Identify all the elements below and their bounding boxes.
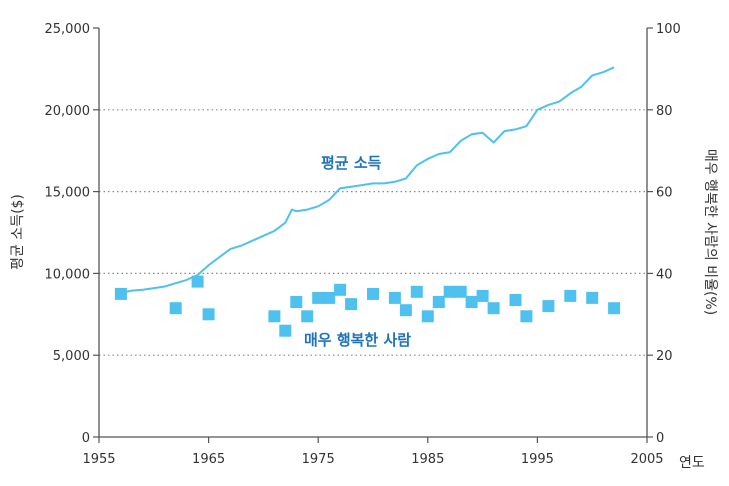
happy-point	[487, 302, 500, 315]
y-tick-label: 5,000	[53, 349, 90, 364]
happy-point	[542, 300, 555, 313]
income-line	[120, 66, 615, 294]
x-tick-label: 1955	[82, 452, 115, 467]
happy-point	[169, 302, 182, 315]
happy-point	[399, 304, 412, 317]
happy-series-label: 매우 행복한 사람	[304, 331, 411, 349]
income-series-label: 평균 소득	[321, 154, 382, 172]
happy-point	[509, 294, 522, 306]
happy-point	[334, 283, 347, 296]
y2-tick-label: 40	[656, 267, 673, 282]
y-tick-label: 0	[82, 431, 90, 446]
y-tick-label: 10,000	[45, 267, 91, 282]
happy-point	[410, 285, 423, 298]
y-tick-label: 20,000	[45, 104, 91, 119]
happy-point	[279, 324, 292, 337]
happy-point	[454, 285, 467, 298]
x-axis-title: 연도	[679, 455, 705, 471]
y2-tick-label: 60	[656, 186, 673, 201]
happy-point	[476, 289, 489, 302]
y-axis-title: 평균 소득($)	[10, 194, 26, 270]
happy-point	[202, 308, 215, 321]
happy-point	[367, 287, 379, 300]
y-tick-label: 25,000	[45, 22, 91, 37]
happy-point	[564, 289, 577, 302]
happy-point	[388, 291, 401, 304]
happy-point	[608, 302, 621, 315]
happy-point	[520, 310, 533, 323]
y2-tick-label: 80	[656, 104, 673, 119]
y2-axis-title: 매우 행복한 사람의 비율(%)	[702, 149, 718, 315]
happy-point	[114, 287, 127, 300]
happy-point	[268, 310, 281, 323]
x-tick-label: 1995	[521, 452, 554, 467]
happy-point	[421, 310, 434, 323]
happy-point	[191, 275, 204, 288]
happy-point	[586, 291, 599, 304]
happy-point	[345, 298, 358, 311]
happy-point	[323, 291, 336, 304]
ticks: 0 5,000 10,000 15,000 20,000 25,000 0 20 40 60 80 1…	[45, 22, 681, 467]
x-tick-label: 1965	[192, 452, 225, 467]
x-tick-label: 2005	[630, 452, 663, 467]
happy-point	[301, 310, 314, 323]
grid-lines	[99, 109, 647, 356]
x-tick-label: 1985	[411, 452, 444, 467]
x-tick-label: 1975	[302, 452, 335, 467]
series	[114, 66, 621, 337]
y2-tick-label: 0	[656, 431, 664, 446]
happy-point	[290, 296, 303, 308]
happy-point	[312, 291, 325, 304]
y2-tick-label: 20	[656, 349, 673, 364]
y-tick-label: 15,000	[45, 186, 91, 201]
y2-tick-label: 100	[656, 22, 681, 37]
axes	[98, 28, 648, 438]
happy-point	[432, 296, 445, 308]
happy-point	[443, 285, 456, 298]
happy-point	[465, 296, 478, 308]
